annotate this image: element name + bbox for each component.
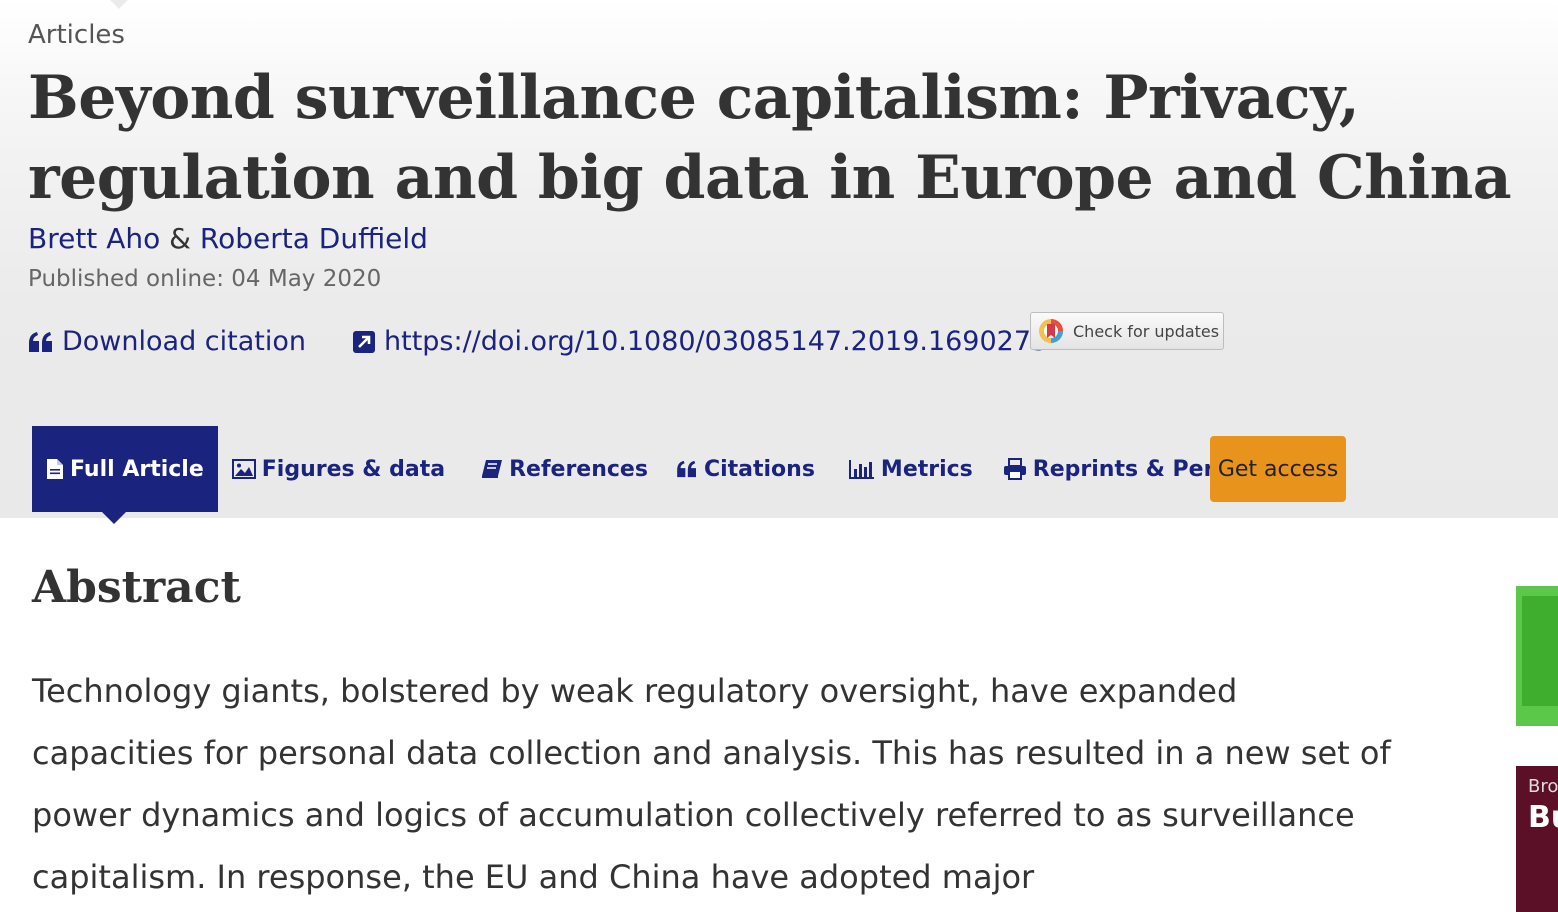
download-citation-label: Download citation (62, 326, 306, 357)
tab-metrics[interactable]: Metrics (835, 426, 987, 512)
abstract-heading: Abstract (32, 562, 241, 613)
author-list: Brett Aho & Roberta Duffield (28, 222, 428, 255)
author-separator: & (169, 222, 191, 255)
tab-figures-data[interactable]: Figures & data (218, 426, 459, 512)
quote-icon (677, 460, 696, 478)
quote-icon (29, 331, 52, 352)
side-advert-maroon[interactable]: Bro Bu bo (1516, 766, 1558, 912)
document-icon (47, 459, 63, 479)
abstract-text: Technology giants, bolstered by weak reg… (32, 672, 1391, 896)
tab-label: Full Article (70, 456, 204, 482)
crossmark-icon (1039, 319, 1063, 343)
tab-label: References (509, 456, 648, 482)
check-for-updates-button[interactable]: Check for updates (1030, 312, 1224, 350)
published-date-value: 04 May 2020 (231, 266, 382, 292)
advert-line-1: Bro (1528, 776, 1558, 797)
advert-panel (1522, 596, 1558, 706)
download-citation-link[interactable]: Download citation (28, 326, 306, 357)
article-title: Beyond surveillance capitalism: Privacy,… (28, 63, 1512, 213)
printer-icon (1003, 458, 1026, 480)
book-icon (482, 460, 503, 478)
article-tabs: Full Article Figures & data References (32, 426, 1337, 524)
tab-label: Metrics (880, 456, 973, 482)
article-category: Articles (28, 20, 125, 50)
external-link-icon (353, 330, 375, 353)
author-link-2[interactable]: Roberta Duffield (199, 222, 428, 255)
article-actions: Download citation https://doi.org/10.108… (28, 326, 1048, 357)
get-access-button[interactable]: Get access (1210, 436, 1346, 502)
author-link-1[interactable]: Brett Aho (28, 222, 161, 255)
published-date: Published online: 04 May 2020 (28, 266, 381, 292)
advert-line-2: Bu bo (1528, 800, 1558, 835)
header-notch (109, 0, 129, 9)
bar-chart-icon (848, 460, 874, 479)
tab-full-article[interactable]: Full Article (32, 426, 218, 524)
published-label: Published online: (28, 266, 224, 292)
doi-link[interactable]: https://doi.org/10.1080/03085147.2019.16… (352, 326, 1048, 357)
tab-label: Citations (703, 456, 815, 482)
image-icon (231, 459, 256, 479)
tab-references[interactable]: References (467, 426, 662, 512)
side-advert-green[interactable] (1516, 586, 1558, 726)
tab-label: Figures & data (261, 456, 446, 482)
tab-citations[interactable]: Citations (662, 426, 829, 512)
check-updates-label: Check for updates (1073, 321, 1220, 341)
doi-label: https://doi.org/10.1080/03085147.2019.16… (384, 326, 1049, 357)
article-header: Articles Beyond surveillance capitalism:… (0, 0, 1558, 524)
